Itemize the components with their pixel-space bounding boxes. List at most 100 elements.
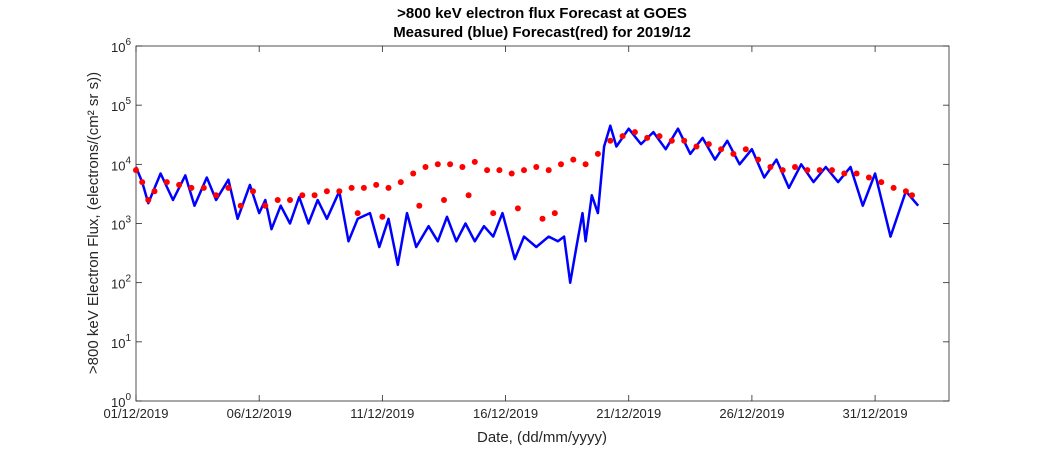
y-axis-label: >800 keV Electron Flux, (electrons/(cm² … (85, 72, 102, 374)
series-1-point (902, 188, 909, 195)
y-tick-label-exp: 2 (125, 274, 131, 285)
series-1-point (213, 192, 220, 199)
y-tick-label-base: 10 (111, 218, 125, 233)
series-1-point (841, 170, 848, 177)
series-1-point (631, 129, 638, 136)
series-1-point (853, 170, 860, 177)
series-1-point (551, 210, 558, 217)
series-1-point (909, 192, 915, 199)
series-1-point (594, 150, 601, 157)
series-1-point (145, 197, 152, 203)
series-1-point (656, 133, 663, 140)
series-1-point (878, 179, 885, 186)
plot-area (135, 45, 950, 402)
series-1-point (755, 156, 762, 163)
series-1-point (545, 167, 552, 174)
series-1-point (133, 167, 139, 174)
x-tick-label: 21/12/2019 (596, 406, 661, 421)
series-1-point (804, 167, 811, 174)
series-1-point (434, 161, 441, 168)
x-tick-label: 11/12/2019 (350, 406, 414, 421)
series-1-point (816, 167, 823, 174)
series-1-point (422, 164, 429, 170)
series-1-point (163, 179, 170, 186)
series-1-point (188, 184, 195, 191)
y-tick-label-base: 10 (111, 99, 125, 114)
y-tick-label: 105 (111, 96, 131, 114)
x-axis-label: Date, (dd/mm/yyyy) (477, 429, 607, 446)
series-1-point (373, 181, 380, 188)
series-1-point (558, 161, 564, 168)
series-1-point (416, 202, 423, 209)
series-1-point (151, 188, 158, 195)
series-1-point (379, 213, 386, 220)
series-1-point (792, 164, 798, 170)
series-1-point (890, 184, 897, 191)
y-tick-label-exp: 5 (125, 96, 131, 107)
series-1-point (471, 158, 478, 165)
y-tick-label: 102 (111, 274, 131, 292)
series-1-point (299, 192, 306, 199)
series-1-point (465, 192, 472, 199)
series-1-point (348, 184, 355, 191)
y-tick-label-exp: 3 (125, 215, 131, 226)
y-tick-label-base: 10 (111, 395, 125, 410)
series-1-point (490, 210, 497, 217)
series-1-point (718, 146, 725, 153)
series-1-point (570, 156, 577, 163)
series-1-point (693, 143, 700, 150)
y-tick-label: 100 (111, 392, 131, 410)
y-tick-label: 103 (111, 215, 131, 233)
series-1-point (447, 161, 454, 168)
series-1-point (200, 184, 207, 191)
series-1-point (607, 137, 614, 144)
y-tick-label-exp: 6 (125, 37, 131, 48)
series-1-point (139, 179, 146, 186)
y-tick-label-base: 10 (111, 277, 125, 292)
series-1-point (176, 181, 183, 188)
series-group (133, 124, 920, 284)
series-1-point (336, 188, 343, 195)
series-1-point (323, 188, 330, 195)
x-tick-label: 16/12/2019 (473, 406, 538, 421)
series-1-point (668, 137, 675, 144)
x-tick-label: 01/12/2019 (103, 406, 168, 421)
series-1-point (496, 167, 503, 174)
series-1-point (539, 215, 546, 222)
series-1-point (644, 134, 651, 141)
series-1-point (484, 167, 491, 174)
series-1-point (410, 170, 417, 177)
series-1-point (354, 210, 361, 217)
series-1-point (397, 179, 404, 186)
series-1-point (441, 197, 447, 203)
y-tick-label-base: 10 (111, 336, 125, 351)
series-1-point (237, 202, 244, 209)
y-tick-label-exp: 1 (125, 333, 131, 344)
series-1-point (459, 164, 466, 170)
series-1-point (767, 164, 774, 170)
series-1-point (514, 205, 521, 212)
y-tick-label: 104 (111, 155, 131, 173)
series-1-point (225, 184, 232, 191)
x-tick-label: 26/12/2019 (719, 406, 784, 421)
series-1-point (779, 167, 786, 174)
series-1-point (360, 184, 367, 191)
series-1-point (508, 170, 515, 177)
series-1-point (865, 174, 872, 181)
y-tick-label-exp: 0 (125, 392, 131, 403)
series-1-point (250, 188, 256, 195)
series-1-point (582, 161, 589, 168)
series-1-point (829, 167, 835, 174)
series-1-point (533, 164, 540, 170)
series-1-point (385, 184, 392, 191)
y-tick-label-base: 10 (111, 40, 125, 55)
series-0-line (134, 124, 920, 284)
chart-title: >800 keV electron flux Forecast at GOES (397, 5, 687, 22)
series-1-point (742, 146, 749, 153)
series-1-point (274, 197, 281, 203)
series-1-point (311, 192, 318, 199)
x-axis: 01/12/2019 06/12/2019 11/12/2019 16/12/2019… (103, 46, 908, 421)
y-tick-label: 101 (111, 333, 131, 351)
